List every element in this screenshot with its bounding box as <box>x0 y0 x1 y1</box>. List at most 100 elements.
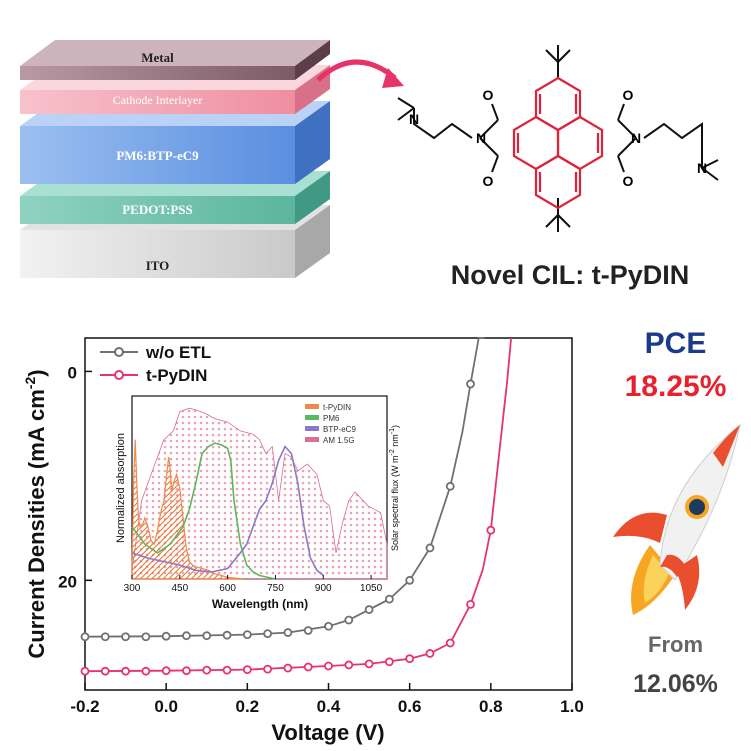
inset-legend-label: AM 1.5G <box>323 436 355 445</box>
inset-y2-label: Solar spectral flux (W m-2 nm-1) <box>389 425 400 551</box>
inset-series-pm6 <box>131 442 276 580</box>
jv-x-tick-label: -0.2 <box>70 697 99 716</box>
data-point-wo-etl <box>161 631 171 641</box>
data-point-tpydin <box>324 661 333 671</box>
inset-absorption-chart: 300 450 600 750 900 1050 Wavelength (nm) Norm… <box>115 395 400 611</box>
data-point-tpydin <box>364 659 374 669</box>
data-point-tpydin <box>445 638 455 648</box>
data-point-tpydin <box>222 665 232 675</box>
jv-x-label: Voltage (V) <box>271 720 384 745</box>
data-point-wo-etl <box>283 628 293 637</box>
pce-panel: PCE 18.25% From 12.06% <box>600 315 751 751</box>
data-point-wo-etl <box>324 621 333 631</box>
inset-x-tick-label: 1050 <box>360 583 383 594</box>
legend-label-tpydin: t-PyDIN <box>146 366 207 385</box>
inset-x-label: Wavelength (nm) <box>212 597 308 611</box>
data-point-wo-etl <box>202 631 212 641</box>
data-point-wo-etl <box>121 632 130 642</box>
inset-series-group <box>131 407 388 580</box>
device-stack-graphic <box>20 40 330 278</box>
atom-n-left: N <box>476 130 486 146</box>
data-point-tpydin <box>466 599 475 609</box>
jv-y-label: Current Densities (mA cm-2) <box>22 369 49 658</box>
layer-label-active: PM6:BTP-eC9 <box>116 148 199 163</box>
data-point-wo-etl <box>222 630 232 640</box>
data-point-tpydin <box>283 663 293 673</box>
inset-x-tick-label: 450 <box>171 583 188 594</box>
inset-x-tick-label: 750 <box>267 583 284 594</box>
data-point-tpydin <box>384 657 394 667</box>
inset-legend-label: PM6 <box>323 414 340 423</box>
jv-x-tick-label: 0.2 <box>236 697 260 716</box>
series-line-tpydin <box>84 337 512 673</box>
inset-x-tick-label: 300 <box>124 583 141 594</box>
molecule-caption: Novel CIL: t-PyDIN <box>450 260 690 290</box>
inset-y-label: Normalized absorption <box>115 433 127 543</box>
curved-arrow-icon <box>316 59 404 88</box>
atom-n-amine-right: N <box>697 160 707 176</box>
data-point-wo-etl <box>405 575 415 585</box>
data-point-tpydin <box>161 666 171 676</box>
atom-n-right: N <box>631 130 641 146</box>
atom-n-amine-left: N <box>409 111 419 127</box>
data-point-tpydin <box>242 665 252 675</box>
inset-series-btp-ec9 <box>131 445 324 577</box>
jv-y-tick-label: 0 <box>68 363 77 382</box>
data-point-wo-etl <box>80 632 90 642</box>
pce-from-label: From <box>648 632 703 657</box>
data-point-wo-etl <box>303 626 313 635</box>
inset-series-am15g <box>131 407 388 580</box>
legend-label-wo-etl: w/o ETL <box>145 343 211 362</box>
pce-from-value: 12.06% <box>633 670 718 698</box>
pce-title: PCE <box>644 327 707 360</box>
data-point-wo-etl <box>100 632 110 642</box>
jv-x-tick-label: 0.6 <box>398 697 422 716</box>
inset-x-tick-label: 900 <box>315 583 332 594</box>
data-point-wo-etl <box>263 629 273 638</box>
pce-value: 18.25% <box>624 370 727 403</box>
inset-legend: t-PyDIN PM6 BTP-eC9 AM 1.5G <box>305 403 356 445</box>
data-point-tpydin <box>344 660 354 670</box>
inset-series-tpydin <box>131 439 244 580</box>
data-point-tpydin <box>182 666 191 676</box>
data-point-wo-etl <box>182 631 191 641</box>
atom-o-3: O <box>623 87 634 103</box>
jv-x-axis: -0.2 0.0 0.2 0.4 0.6 0.8 1.0 <box>70 683 584 716</box>
data-point-wo-etl <box>364 605 374 614</box>
data-point-tpydin <box>202 665 212 675</box>
rocket-icon <box>613 423 741 615</box>
jv-legend: w/o ETL t-PyDIN <box>100 343 211 385</box>
atom-o-4: O <box>623 173 634 189</box>
inset-legend-label: BTP-eC9 <box>323 425 356 434</box>
layer-label-cil: Cathode Interlayer <box>112 93 203 107</box>
inset-x-axis: 300 450 600 750 900 1050 <box>124 575 383 594</box>
jv-x-tick-label: 0.4 <box>317 697 341 716</box>
layer-metal <box>20 40 330 80</box>
inset-legend-swatch <box>305 404 319 409</box>
jv-x-tick-label: 0.0 <box>154 697 178 716</box>
molecule-panel: N N N N O O O O Novel CIL: t-PyDIN <box>380 20 750 300</box>
layer-label-metal: Metal <box>141 50 174 65</box>
data-point-tpydin <box>303 662 313 672</box>
data-point-wo-etl <box>384 594 394 604</box>
data-point-wo-etl <box>425 543 435 553</box>
jv-y-tick-label: 20 <box>58 572 77 591</box>
data-point-tpydin <box>100 666 110 676</box>
jv-x-tick-label: 1.0 <box>560 697 584 716</box>
layer-label-pedot: PEDOT:PSS <box>122 202 193 217</box>
atom-o-1: O <box>483 87 494 103</box>
jv-x-tick-label: 0.8 <box>479 697 503 716</box>
device-stack: Metal Cathode Interlayer PM6:BTP-eC9 PED… <box>0 0 340 290</box>
jv-y-axis: 0 20 <box>58 363 92 591</box>
inset-legend-swatch <box>305 415 319 420</box>
inset-legend-swatch <box>305 426 319 431</box>
legend-marker-tpydin <box>114 370 124 380</box>
data-point-tpydin <box>486 525 496 535</box>
inset-legend-label: t-PyDIN <box>323 403 351 412</box>
inset-x-tick-label: 600 <box>219 583 236 594</box>
atom-o-2: O <box>483 173 494 189</box>
data-point-wo-etl <box>445 481 455 491</box>
data-point-tpydin <box>80 666 90 676</box>
molecule-structure: N N N N O O O O <box>397 45 719 232</box>
data-point-tpydin <box>141 666 151 676</box>
